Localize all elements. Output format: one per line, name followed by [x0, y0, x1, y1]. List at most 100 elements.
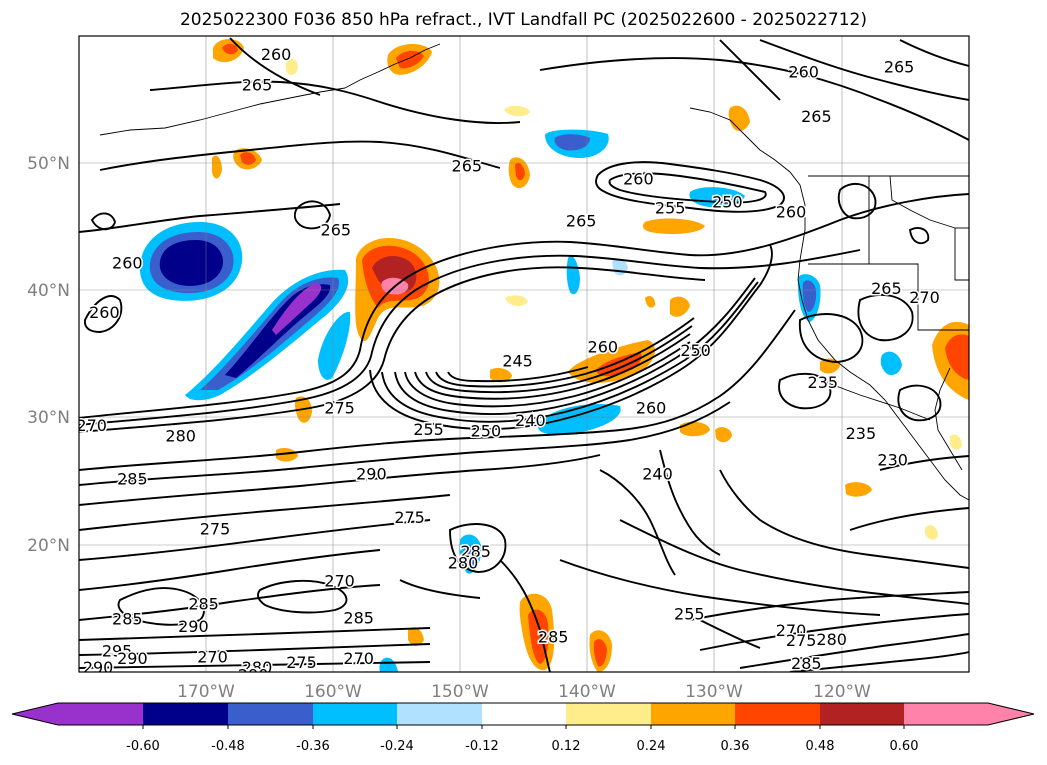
contour-label: 290: [178, 617, 209, 636]
lon-tick-label: 130°W: [685, 682, 743, 702]
map-title: 2025022300 F036 850 hPa refract., IVT La…: [179, 10, 867, 30]
lat-tick-label: 20°N: [27, 536, 70, 556]
contour-label: 250: [471, 421, 502, 440]
contour-label: 235: [808, 373, 839, 392]
contour-label: 280: [448, 554, 479, 573]
contour-label: 260: [112, 253, 143, 272]
colorbar-tick-label: 0.12: [552, 739, 581, 754]
lat-tick-label: 50°N: [27, 154, 70, 174]
contour-label: 290: [238, 666, 269, 685]
contour-label: 290: [356, 465, 387, 484]
contour-label: 290: [83, 658, 114, 677]
contour-label: 235: [846, 424, 877, 443]
colorbar-tick-label: -0.60: [126, 739, 160, 754]
colorbar-segment: [228, 703, 313, 725]
contour-label: 290: [827, 671, 858, 690]
colorbar-tick-label: 0.36: [721, 739, 750, 754]
lon-tick-label: 170°W: [177, 682, 235, 702]
lat-tick-label: 30°N: [27, 408, 70, 428]
contour-label: 250: [680, 341, 711, 360]
colorbar: -0.60 -0.48 -0.36 -0.24 -0.12 0.12 0.24 …: [11, 702, 1035, 754]
lon-tick-label: 140°W: [558, 682, 616, 702]
contour-label: 260: [776, 203, 807, 222]
contour-label: 275: [324, 398, 355, 417]
contour-label: 295: [102, 641, 133, 660]
contour-label: 265: [884, 58, 915, 77]
contour-label: 280: [165, 426, 196, 445]
contour-label: 255: [655, 199, 686, 218]
contour-label: 265: [242, 75, 273, 94]
contour-label: 285: [112, 610, 143, 629]
colorbar-segment: [820, 703, 904, 725]
lon-tick-label: 150°W: [431, 682, 489, 702]
colorbar-tick-label: -0.36: [296, 739, 330, 754]
lat-tick-label: 40°N: [27, 281, 70, 301]
contour-label: 230: [877, 451, 908, 470]
contour-label: 270: [197, 648, 228, 667]
contour-label: 270: [776, 621, 807, 640]
lon-tick-label: 120°W: [813, 682, 871, 702]
contour-label: 255: [413, 420, 444, 439]
contour-label: 255: [674, 605, 705, 624]
colorbar-segment: [58, 703, 143, 725]
contour-label: 285: [117, 470, 148, 489]
contour-lines: [79, 37, 969, 672]
lon-tick-label: 160°W: [304, 682, 362, 702]
colorbar-tick-label: -0.48: [211, 739, 245, 754]
contour-label: 275: [786, 631, 817, 650]
contour-label: 275: [200, 519, 231, 538]
colorbar-tick-label: 0.24: [637, 739, 666, 754]
contour-label: 240: [642, 465, 673, 484]
contour-label: 265: [801, 107, 832, 126]
contour-label: 270: [343, 649, 374, 668]
contour-label: 270: [909, 288, 940, 307]
contour-label: 285: [460, 542, 491, 561]
contour-label: 260: [89, 303, 120, 322]
contour-label: 275: [286, 653, 317, 672]
colorbar-segment: [566, 703, 651, 725]
contour-label: 260: [261, 45, 292, 64]
contour-label: 260: [588, 337, 619, 356]
axis-tick-labels: 50°N 40°N 30°N 20°N 170°W 160°W 150°W 14…: [27, 154, 871, 702]
colorbar-segment: [735, 703, 820, 725]
contour-label: 285: [343, 608, 374, 627]
colorbar-tick-label: 0.60: [890, 739, 919, 754]
colorbar-tick-label: 0.48: [806, 739, 835, 754]
contour-label: 285: [538, 627, 569, 646]
contour-label: 300: [232, 677, 263, 696]
colorbar-tick-label: -0.24: [380, 739, 414, 754]
colorbar-extend-max: [988, 703, 1034, 725]
contour-label: 285: [188, 594, 219, 613]
contour-label: 260: [788, 63, 819, 82]
colorbar-segment: [397, 703, 482, 725]
contour-label: 275: [394, 508, 425, 527]
contour-label: 265: [566, 211, 597, 230]
contour-label: 260: [636, 398, 667, 417]
coastlines: [99, 43, 969, 501]
colorbar-segment: [313, 703, 397, 725]
contour-label: 265: [871, 279, 902, 298]
colorbar-tick-label: -0.12: [465, 739, 499, 754]
contour-label: 260: [623, 170, 654, 189]
contour-label: 280: [242, 658, 273, 677]
colorbar-segment: [482, 703, 566, 725]
plot-frame: [78, 35, 970, 673]
contour-label: 270: [76, 416, 107, 435]
contour-label: 280: [816, 630, 847, 649]
colorbar-extend-min: [12, 703, 58, 725]
contour-label: 270: [324, 571, 355, 590]
colorbar-segment: [143, 703, 228, 725]
colorbar-outline: [11, 702, 1035, 726]
contour-label: 265: [452, 157, 483, 176]
colorbar-segment: [651, 703, 735, 725]
contour-label: 265: [321, 220, 352, 239]
colorbar-segment: [904, 703, 988, 725]
contour-label: 285: [791, 654, 822, 673]
contour-label: 290: [117, 649, 148, 668]
contour-label: 245: [502, 351, 533, 370]
contour-label: 250: [712, 192, 743, 211]
contour-label: 240: [515, 411, 546, 430]
